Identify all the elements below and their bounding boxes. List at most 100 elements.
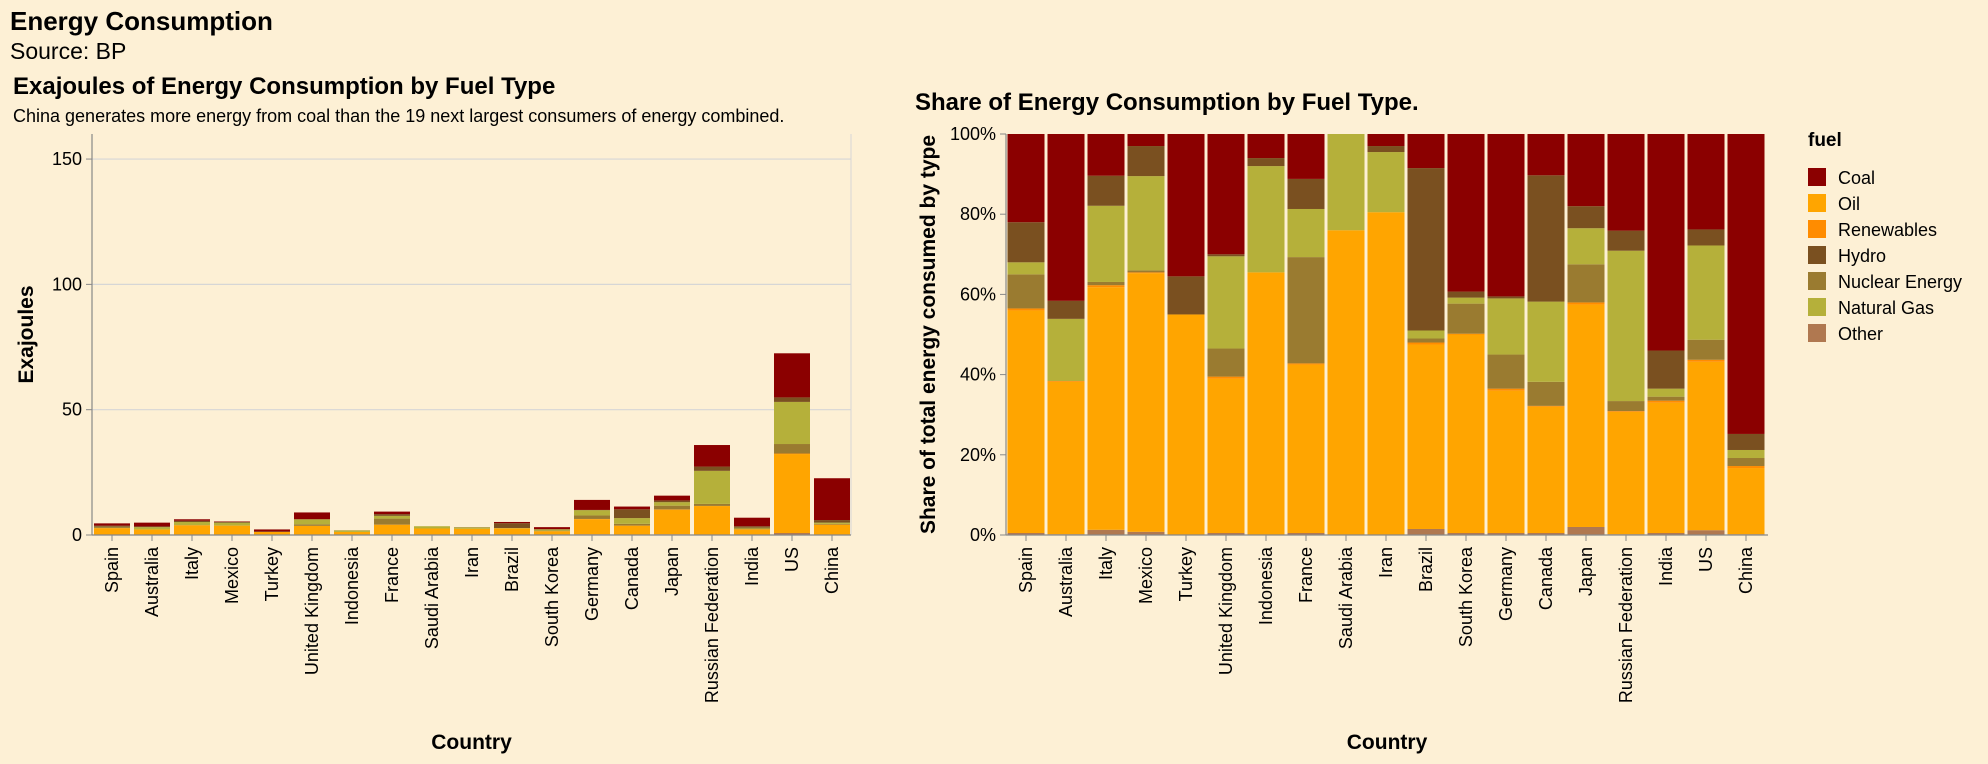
chart2-bar-hydro [1567,206,1605,229]
chart2-bar-coal [1647,134,1685,351]
chart2-bar-oil [1727,468,1765,535]
chart2-x-tick-label: Brazil [1416,547,1436,592]
chart2-x-tick-label: Russian Federation [1616,547,1636,703]
chart2-bar-oil [1527,406,1565,533]
chart2-bar-renewables [1527,405,1565,407]
chart1-bar-oil [374,524,410,535]
chart2-bar-renewables [1567,302,1605,305]
chart2-x-tick-label: India [1656,546,1676,586]
chart2-bar-hydro [1727,433,1765,450]
chart2-x-tick-label: France [1296,547,1316,603]
chart2-x-tick-label: South Korea [1456,546,1476,647]
chart2-bar-nuclear-energy [1527,381,1565,406]
chart2-bar-natural-gas [1447,297,1485,304]
chart2-bar-natural-gas [1287,208,1325,258]
chart1-bar-natural-gas [414,526,450,529]
chart2-x-tick-label: Australia [1056,546,1076,617]
chart2-bar-renewables [1287,363,1325,365]
chart2-bar-oil [1607,411,1645,535]
chart2-bar-nuclear-energy [1287,257,1325,364]
chart2-bar-hydro [1127,146,1165,177]
chart2-legend-swatch [1808,194,1826,212]
chart2-bar-oil [1247,272,1285,535]
chart1-x-tick-label: Australia [142,546,162,617]
chart2-bar-hydro [1407,168,1445,331]
chart2-bar-coal [1487,134,1525,297]
chart1-bar-other [774,532,810,535]
chart2-bar-renewables [1087,285,1125,288]
chart2-bar-hydro [1287,178,1325,209]
chart2-legend-swatch [1808,324,1826,342]
chart2-bar-oil [1687,361,1725,531]
chart2-legend-label: Natural Gas [1838,298,1934,318]
chart2-bar-coal [1047,134,1085,301]
chart2-bar-renewables [1047,381,1085,382]
chart2-bar-natural-gas [1527,301,1565,382]
chart1-bar-hydro [134,526,170,528]
chart1-bar-natural-gas [534,529,570,531]
chart1-x-tick-label: South Korea [542,546,562,647]
chart2-legend-label: Renewables [1838,220,1937,240]
chart2-bar-other [1207,532,1245,535]
chart2-legend-swatch [1808,246,1826,264]
chart1-bar-natural-gas [574,510,610,516]
chart2-y-tick-label: 100% [950,124,996,144]
chart1-y-tick-label: 0 [72,525,82,545]
chart2-bar-coal [1447,134,1485,292]
chart1-x-tick-label: Turkey [262,547,282,601]
chart1-bar-coal [94,523,130,526]
chart2-bar-natural-gas [1127,176,1165,271]
chart2-x-tick-label: Turkey [1176,547,1196,601]
chart2-bar-hydro [1007,222,1045,263]
chart2-bar-hydro [1167,276,1205,315]
chart1-bar-nuclear-energy [814,523,850,525]
chart1-bar-coal [694,445,730,467]
chart1-bar-natural-gas [214,522,250,526]
chart1-x-tick-label: Spain [102,547,122,593]
chart2-bar-natural-gas [1607,250,1645,402]
chart1-x-tick-label: Iran [462,547,482,578]
chart1-x-tick-label: France [382,547,402,603]
chart2-x-tick-label: Spain [1016,547,1036,593]
chart2-bar-natural-gas [1367,152,1405,213]
chart1-bar-hydro [734,526,770,528]
chart1-bar-oil [214,525,250,535]
chart2-bar-other [1567,526,1605,535]
chart1-x-tick-label: Japan [662,547,682,596]
chart2-x-tick-label: United Kingdom [1216,547,1236,675]
chart2-x-tick-label: Italy [1096,547,1116,580]
chart1-bar-hydro [774,397,810,402]
chart2-bar-renewables [1607,411,1645,412]
chart2-bar-oil [1167,314,1205,535]
chart2-bar-nuclear-energy [1567,264,1605,303]
chart2-bar-oil [1007,310,1045,533]
chart1-bar-oil [174,525,210,535]
chart2-bar-oil [1367,212,1405,535]
chart2-bar-natural-gas [1207,256,1245,349]
chart1-bar-coal [174,519,210,521]
chart1-bar-coal [374,511,410,515]
chart2-bar-other [1487,532,1525,535]
chart2-bar-renewables [1647,400,1685,403]
chart1-bar-oil [494,528,530,535]
chart1-bar-nuclear-energy [534,530,570,532]
chart1-bar-natural-gas [454,527,490,529]
chart1-bar-coal [494,521,530,524]
chart2-bar-natural-gas [1647,388,1685,397]
chart2-bar-renewables [1007,308,1045,311]
chart1-bar-nuclear-energy [694,503,730,506]
chart2-y-tick-label: 20% [960,445,996,465]
chart2-bar-nuclear-energy [1687,339,1725,360]
chart1-y-axis-label: Exajoules [15,285,38,383]
chart2-bar-nuclear-energy [1447,303,1485,334]
chart1-bar-oil [454,528,490,535]
chart2-bar-natural-gas [1007,262,1045,275]
chart1-bar-oil [734,529,770,535]
chart1-bar-coal [574,499,610,510]
chart1-bar-coal [134,522,170,527]
chart1-bar-nuclear-energy [574,515,610,519]
chart1-bar-oil [414,528,450,535]
chart1-x-tick-label: Mexico [222,547,242,604]
chart1-x-tick-label: Saudi Arabia [422,546,442,649]
